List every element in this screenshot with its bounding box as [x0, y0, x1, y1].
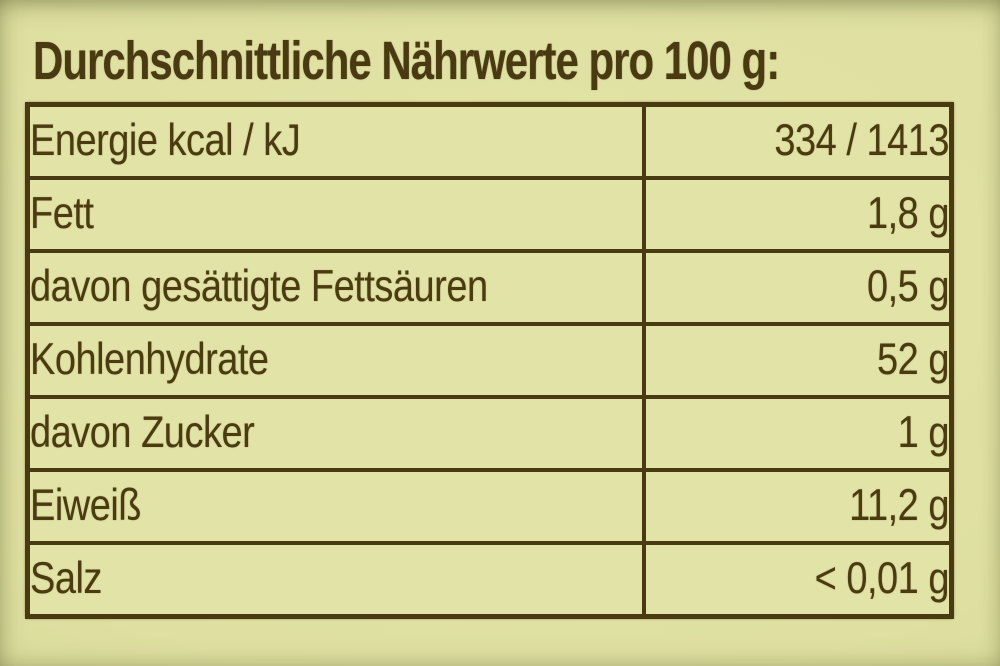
nutrient-label-cell: davon gesättigte Fettsäuren [25, 249, 646, 326]
table-row: Kohlenhydrate 52 g [25, 322, 954, 399]
nutrient-label-cell: Energie kcal / kJ [25, 102, 646, 180]
nutrient-value: < 0,01 g [814, 554, 949, 604]
nutrient-label-cell: Eiweiß [25, 468, 646, 545]
table-row: Salz < 0,01 g [25, 541, 954, 619]
nutrient-label: davon gesättigte Fettsäuren [30, 262, 489, 312]
nutrient-label: Salz [30, 554, 103, 604]
nutrient-value-cell: 0,5 g [641, 249, 954, 326]
nutrient-label-cell: davon Zucker [25, 395, 646, 472]
nutrient-label: davon Zucker [30, 408, 255, 458]
nutrient-label: Fett [30, 189, 94, 239]
nutrient-value-cell: 1,8 g [641, 176, 954, 253]
nutrient-label-cell: Kohlenhydrate [25, 322, 646, 399]
nutrient-value-cell: 1 g [641, 395, 954, 472]
nutrition-table-body: Energie kcal / kJ 334 / 1413 Fett 1,8 g … [25, 102, 954, 619]
page-title: Durchschnittliche Nährwerte pro 100 g: [33, 30, 780, 91]
nutrient-label: Eiweiß [30, 481, 142, 531]
nutrient-value: 11,2 g [849, 481, 949, 531]
table-row: Energie kcal / kJ 334 / 1413 [25, 102, 954, 180]
nutrient-label: Kohlenhydrate [30, 335, 270, 385]
nutrient-label-cell: Fett [25, 176, 646, 253]
nutrition-table: Energie kcal / kJ 334 / 1413 Fett 1,8 g … [25, 102, 954, 619]
table-row: Eiweiß 11,2 g [25, 468, 954, 545]
table-row: davon gesättigte Fettsäuren 0,5 g [25, 249, 954, 326]
nutrient-label-cell: Salz [25, 541, 646, 619]
nutrient-value: 52 g [877, 335, 949, 385]
nutrient-value-cell: 334 / 1413 [641, 102, 954, 180]
nutrient-value-cell: < 0,01 g [641, 541, 954, 619]
nutrient-value: 0,5 g [866, 262, 949, 312]
table-row: Fett 1,8 g [25, 176, 954, 253]
nutrient-value: 1,8 g [866, 189, 949, 239]
nutrient-value-cell: 52 g [641, 322, 954, 399]
table-row: davon Zucker 1 g [25, 395, 954, 472]
nutrient-value: 1 g [897, 408, 949, 458]
nutrient-label: Energie kcal / kJ [30, 116, 301, 166]
nutrient-value-cell: 11,2 g [641, 468, 954, 545]
nutrient-value: 334 / 1413 [774, 116, 949, 166]
